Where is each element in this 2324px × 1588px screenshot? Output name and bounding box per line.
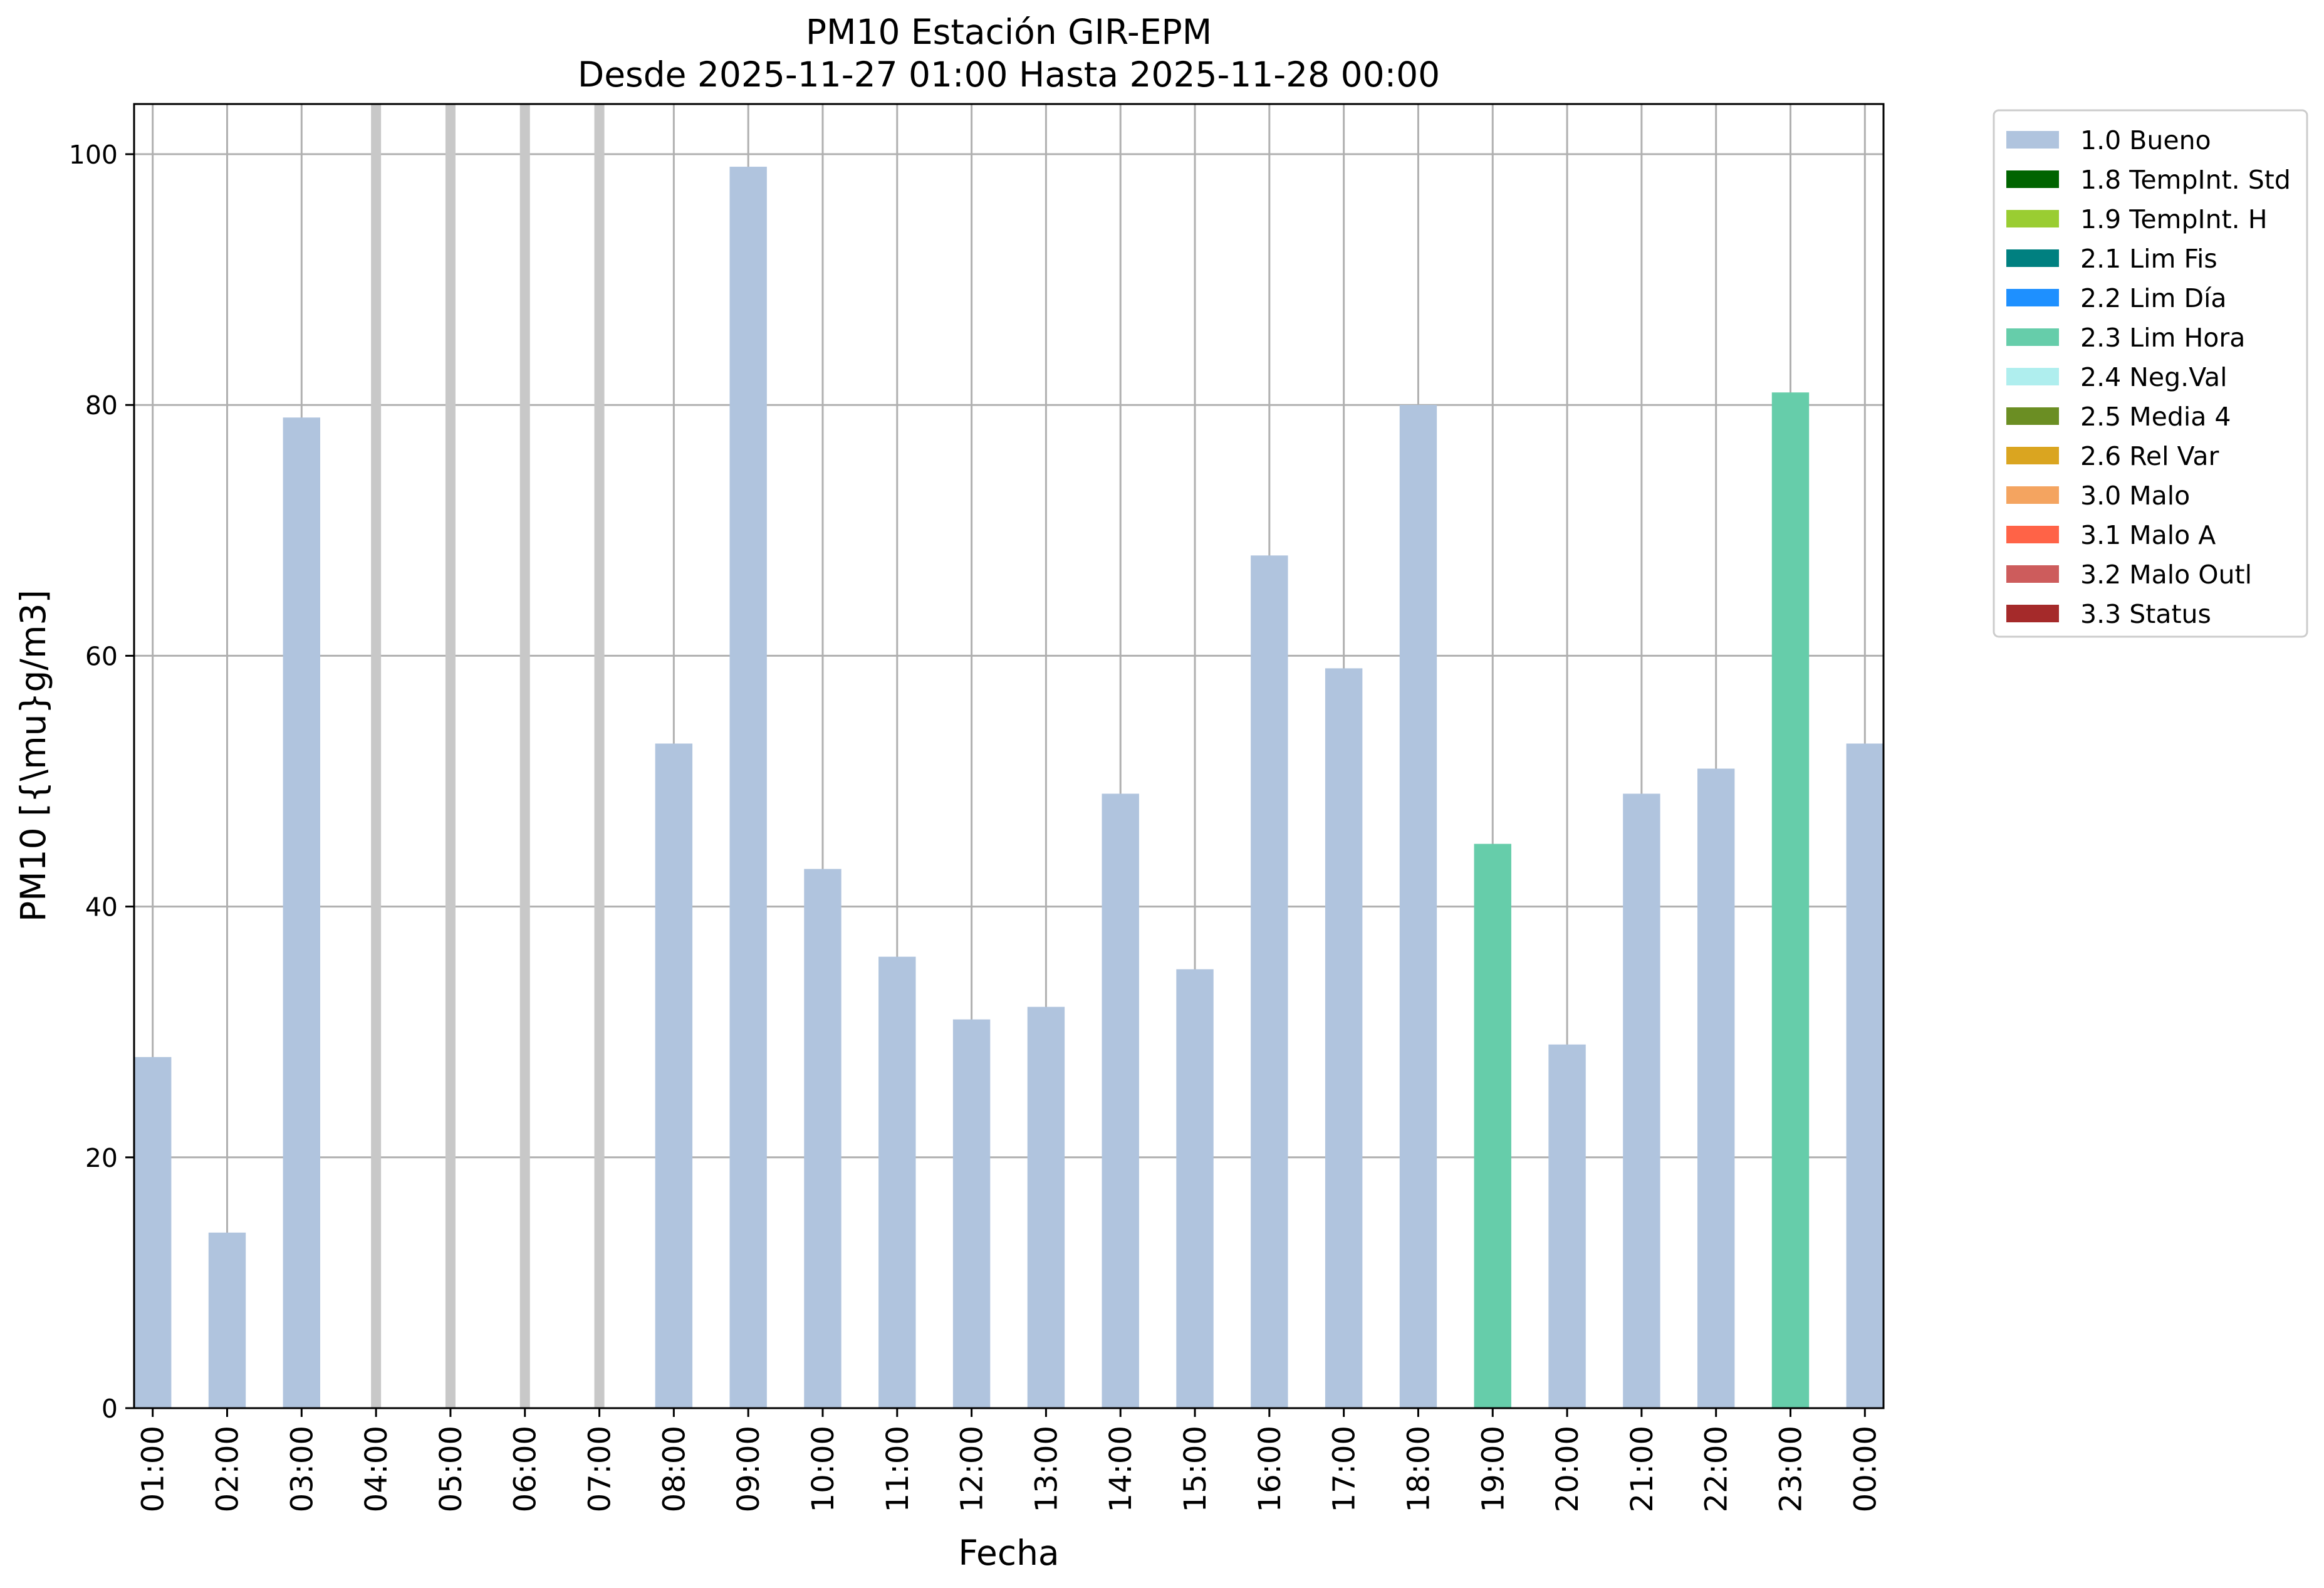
legend-label: 2.2 Lim Día: [2080, 283, 2227, 313]
bar-0300: [283, 417, 321, 1408]
legend-label: 2.5 Media 4: [2080, 402, 2231, 432]
x-tick-label: 07:00: [583, 1426, 618, 1512]
bar-1500: [1176, 969, 1214, 1408]
x-tick-label: 20:00: [1550, 1426, 1585, 1512]
y-tick-label: 40: [85, 892, 118, 922]
legend-swatch: [2006, 605, 2059, 622]
legend-label: 2.6 Rel Var: [2080, 441, 2219, 471]
bar-0000: [1846, 743, 1884, 1408]
bar-1100: [878, 956, 916, 1408]
missing-data-marker: [519, 104, 530, 1408]
x-tick-label: 19:00: [1476, 1426, 1511, 1512]
legend-label: 2.4 Neg.Val: [2080, 362, 2228, 392]
x-tick-label: 18:00: [1401, 1426, 1436, 1512]
bar-2300: [1771, 392, 1810, 1408]
y-tick-label: 100: [69, 140, 118, 170]
missing-data-marker: [445, 104, 456, 1408]
x-tick-label: 14:00: [1103, 1426, 1139, 1512]
x-tick-label: 17:00: [1327, 1426, 1362, 1512]
x-axis: 01:00 02:00 03:00 04:00 05:00 06:00 07:00 08:00…: [136, 1408, 1883, 1512]
x-tick-label: 11:00: [880, 1426, 915, 1512]
bar-0900: [729, 167, 767, 1408]
legend-swatch: [2006, 447, 2059, 464]
bar-0100: [134, 1057, 172, 1408]
y-tick-label: 60: [85, 641, 118, 671]
bar-1700: [1325, 668, 1363, 1408]
bar-1800: [1399, 405, 1437, 1409]
x-tick-label: 10:00: [806, 1426, 841, 1512]
legend-label: 2.3 Lim Hora: [2080, 323, 2245, 353]
chart-subtitle: Desde 2025-11-27 01:00 Hasta 2025-11-28 …: [578, 55, 1440, 95]
y-tick-label: 0: [102, 1394, 118, 1424]
legend-label: 1.0 Bueno: [2080, 125, 2211, 155]
bar-0800: [655, 743, 693, 1408]
x-tick-label: 09:00: [731, 1426, 766, 1512]
bar-1200: [952, 1019, 991, 1408]
bar-1900: [1474, 844, 1511, 1408]
y-axis-label: PM10 [{\mu}g/m3]: [13, 590, 53, 922]
missing-data-marker: [371, 104, 382, 1408]
legend-swatch: [2006, 249, 2059, 267]
y-tick-label: 80: [85, 390, 118, 421]
x-tick-label: 23:00: [1773, 1426, 1808, 1512]
legend-swatch: [2006, 328, 2059, 346]
legend-label: 3.2 Malo Outl: [2080, 560, 2252, 590]
bar-2000: [1548, 1044, 1586, 1408]
plot-frame: [133, 103, 1885, 1409]
legend-swatch: [2006, 526, 2059, 543]
legend-swatch: [2006, 170, 2059, 188]
bar-2200: [1697, 768, 1735, 1408]
x-tick-label: 00:00: [1848, 1426, 1883, 1512]
x-tick-label: 06:00: [508, 1426, 543, 1512]
y-tick-label: 20: [85, 1143, 118, 1173]
legend-label: 3.0 Malo: [2080, 481, 2190, 511]
legend-label: 1.9 TempInt. H: [2080, 204, 2268, 234]
x-tick-label: 16:00: [1253, 1426, 1288, 1512]
legend: 1.0 Bueno 1.8 TempInt. Std 1.9 TempInt. H 2…: [1993, 109, 2308, 638]
legend-swatch: [2006, 407, 2059, 425]
x-tick-label: 03:00: [284, 1426, 320, 1512]
y-axis: 0 20 40 60 80 100: [69, 140, 134, 1424]
legend-swatch: [2006, 131, 2059, 149]
legend-label: 3.3 Status: [2080, 599, 2211, 629]
x-tick-label: 08:00: [657, 1426, 692, 1512]
legend-swatch: [2006, 289, 2059, 306]
legend-swatch: [2006, 486, 2059, 504]
bar-1400: [1102, 793, 1139, 1408]
legend-label: 2.1 Lim Fis: [2080, 244, 2217, 274]
x-tick-label: 01:00: [136, 1426, 171, 1512]
legend-label: 1.8 TempInt. Std: [2080, 165, 2291, 195]
grid-lines: [134, 104, 1884, 1409]
x-tick-label: 13:00: [1029, 1426, 1064, 1512]
x-tick-label: 15:00: [1178, 1426, 1213, 1512]
x-axis-label: Fecha: [958, 1533, 1059, 1573]
x-tick-label: 22:00: [1699, 1426, 1734, 1512]
legend-swatch: [2006, 565, 2059, 583]
legend-label: 3.1 Malo A: [2080, 520, 2216, 550]
legend-swatch: [2006, 368, 2059, 385]
x-tick-label: 12:00: [955, 1426, 990, 1512]
bars: [134, 167, 1884, 1409]
x-tick-label: 04:00: [359, 1426, 394, 1512]
bar-1300: [1027, 1006, 1065, 1408]
legend-frame: [1993, 109, 2308, 638]
x-tick-label: 21:00: [1625, 1426, 1660, 1512]
missing-data-marker: [594, 104, 605, 1408]
x-tick-label: 02:00: [211, 1426, 246, 1512]
bar-1000: [804, 869, 842, 1408]
bar-2100: [1623, 793, 1660, 1408]
chart-title: PM10 Estación GIR-EPM: [806, 12, 1212, 52]
legend-swatch: [2006, 210, 2059, 227]
bar-1600: [1251, 555, 1288, 1408]
missing-data-markers: [371, 104, 605, 1408]
bar-0200: [208, 1232, 246, 1408]
x-tick-label: 05:00: [434, 1426, 469, 1512]
